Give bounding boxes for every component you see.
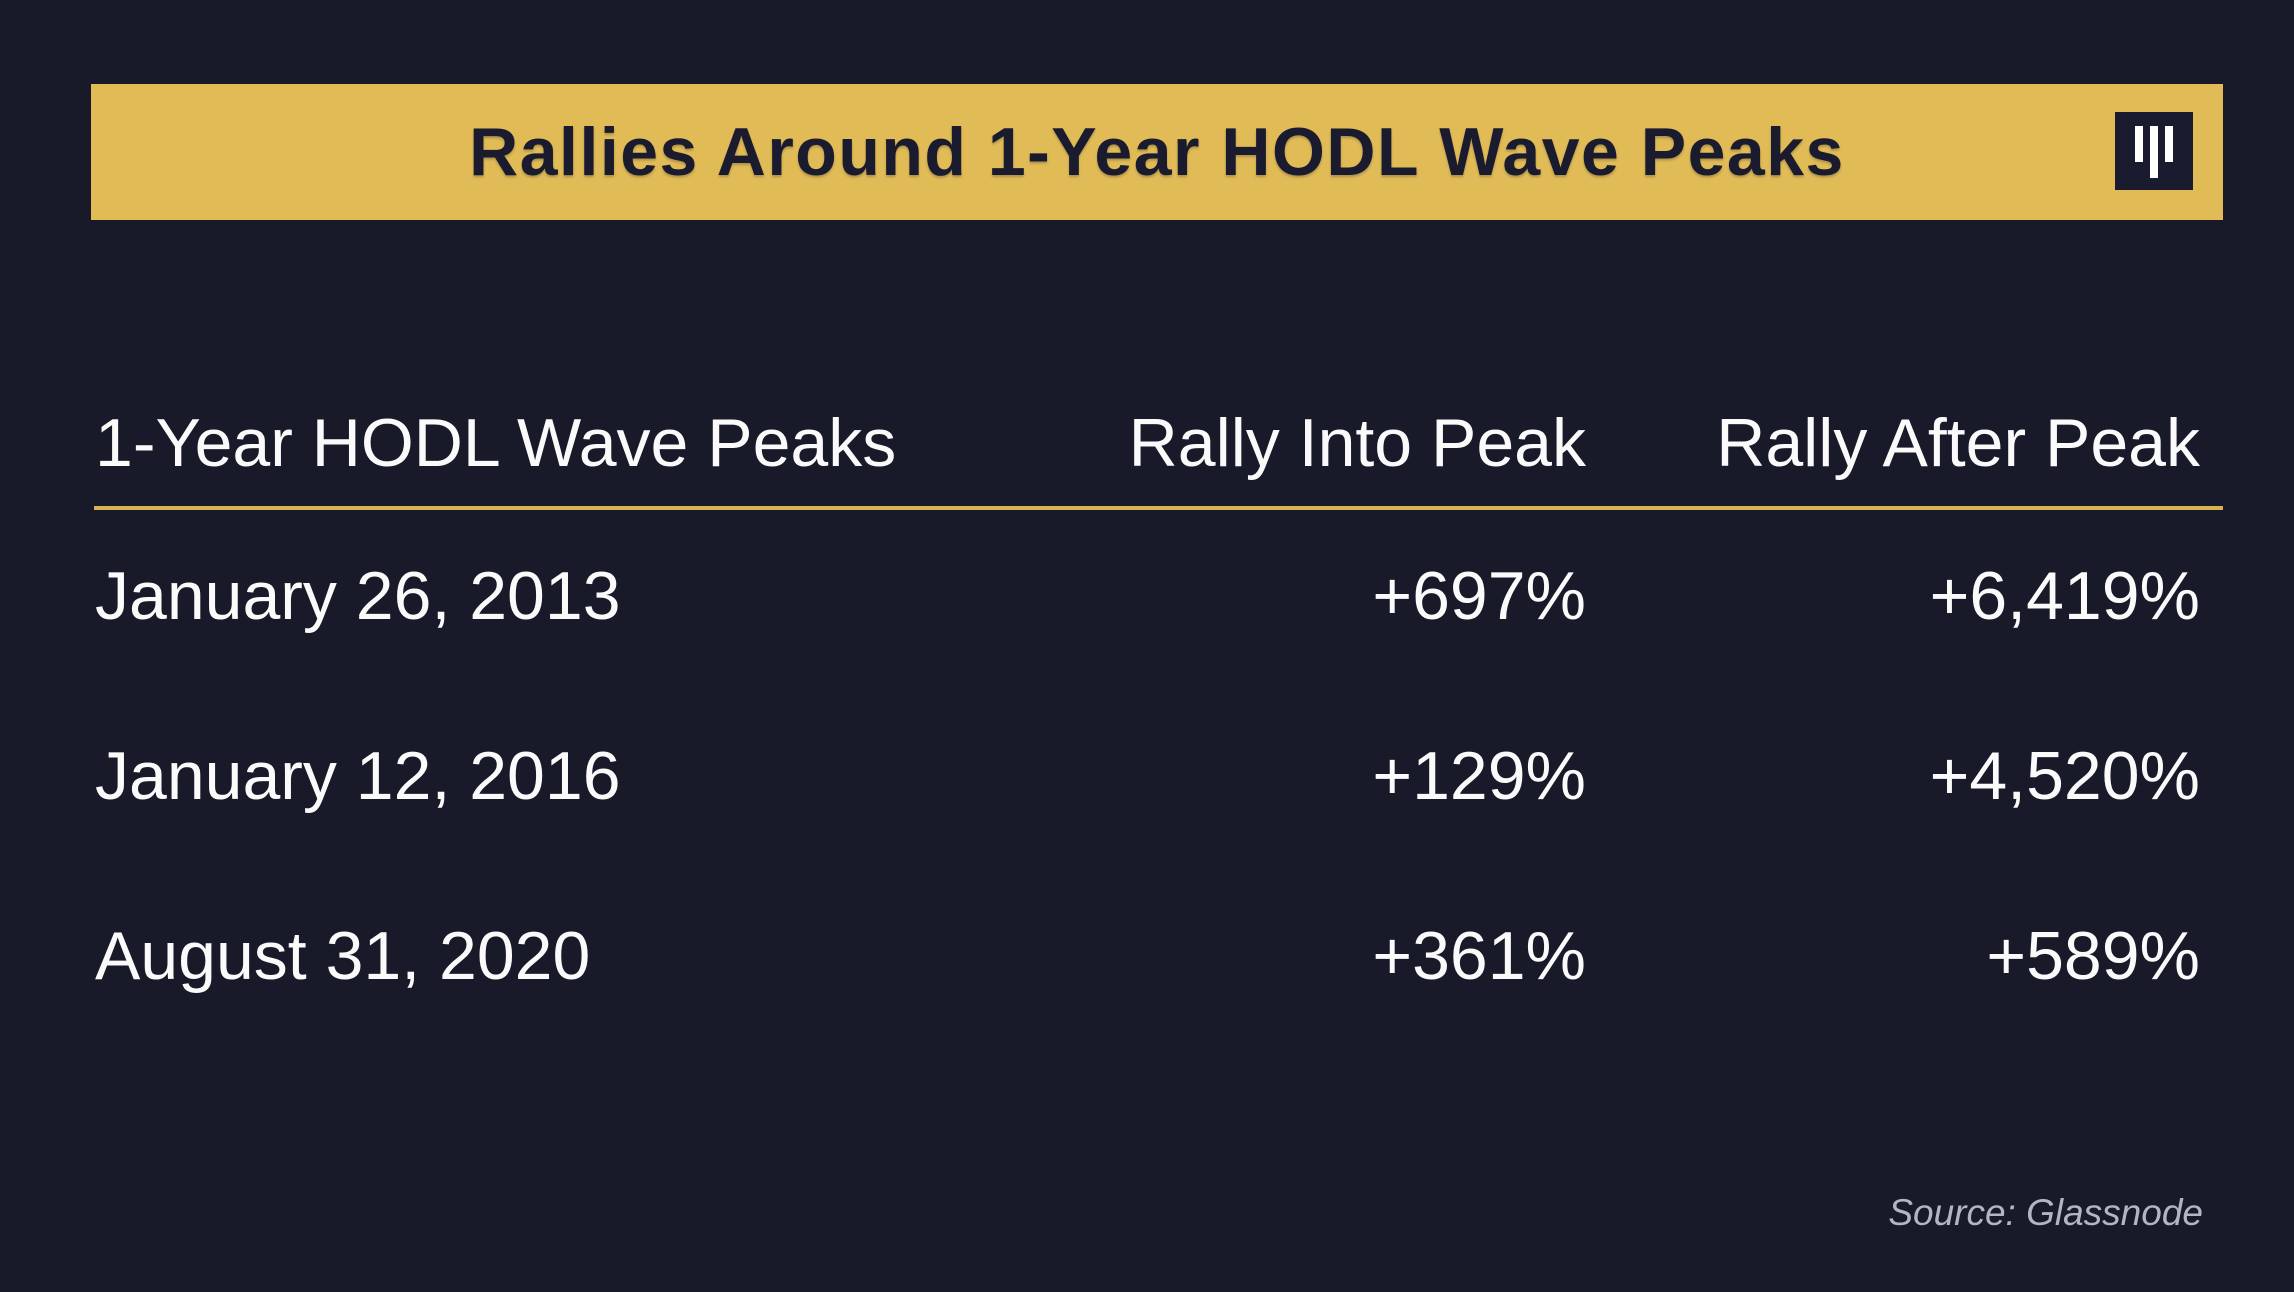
peak-date-value: January 12, 2016 xyxy=(95,738,621,814)
column-header-peak-date: 1-Year HODL Wave Peaks xyxy=(95,405,897,481)
rally-into-peak-value: +697% xyxy=(1372,558,1586,634)
rally-after-peak-value: +6,419% xyxy=(1929,558,2200,634)
table-row: January 12, 2016 +129% +4,520% xyxy=(95,686,2200,866)
table-row: August 31, 2020 +361% +589% xyxy=(95,866,2200,1046)
rally-after-peak-value: +589% xyxy=(1986,918,2200,994)
header-divider-line xyxy=(94,506,2223,510)
column-header-rally-after-peak: Rally After Peak xyxy=(1716,405,2200,481)
rally-into-peak-value: +129% xyxy=(1372,738,1586,814)
logo-bar-icon xyxy=(2135,126,2143,162)
peak-date-value: August 31, 2020 xyxy=(95,918,591,994)
logo-bar-icon xyxy=(2165,126,2173,162)
table-header-row: 1-Year HODL Wave Peaks Rally Into Peak R… xyxy=(95,380,2200,506)
source-credit: Source: Glassnode xyxy=(1888,1192,2203,1233)
table-row: January 26, 2013 +697% +6,419% xyxy=(95,506,2200,686)
rally-into-peak-value: +361% xyxy=(1372,918,1586,994)
page-title: Rallies Around 1-Year HODL Wave Peaks xyxy=(469,114,1845,190)
brand-logo xyxy=(2115,112,2193,190)
rally-after-peak-value: +4,520% xyxy=(1929,738,2200,814)
title-banner: Rallies Around 1-Year HODL Wave Peaks xyxy=(91,84,2223,220)
peak-date-value: January 26, 2013 xyxy=(95,558,621,634)
logo-bar-icon xyxy=(2150,126,2158,178)
hodl-wave-table: 1-Year HODL Wave Peaks Rally Into Peak R… xyxy=(95,380,2200,1046)
column-header-rally-into-peak: Rally Into Peak xyxy=(1128,405,1586,481)
